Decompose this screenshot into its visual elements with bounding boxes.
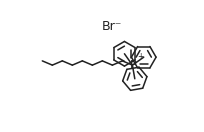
- Text: P: P: [129, 60, 136, 70]
- Text: Br⁻: Br⁻: [102, 20, 122, 33]
- Text: +: +: [136, 52, 143, 61]
